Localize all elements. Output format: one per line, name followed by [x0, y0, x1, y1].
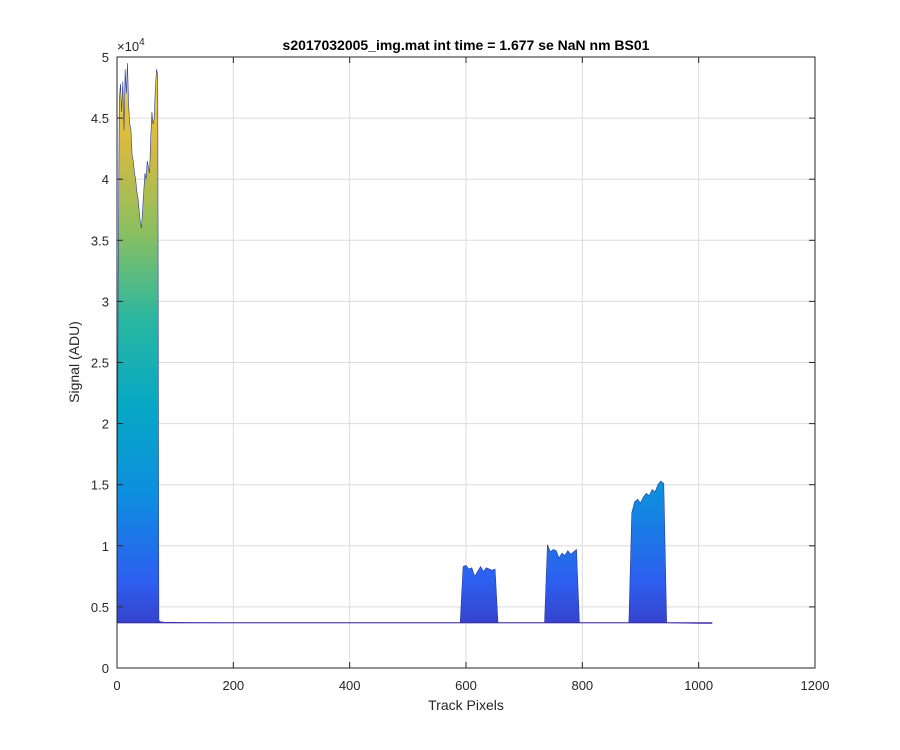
y-tick-label: 4 [102, 172, 109, 187]
chart-title: s2017032005_img.mat int time = 1.677 se … [283, 37, 650, 53]
x-tick-label: 200 [222, 678, 244, 693]
x-tick-label: 400 [339, 678, 361, 693]
x-tick-label: 0 [113, 678, 120, 693]
y-tick-label: 2.5 [91, 356, 109, 371]
signal-area-4 [628, 480, 713, 624]
grid [117, 57, 815, 668]
x-axis-label: Track Pixels [428, 697, 504, 713]
y-tick-label: 3.5 [91, 233, 109, 248]
x-tick-label: 1000 [684, 678, 713, 693]
x-tick-labels: 0 200 400 600 800 1000 1200 [113, 678, 829, 693]
signal-areas [116, 63, 713, 624]
signal-area-1 [116, 63, 461, 624]
y-exponent-power: 4 [139, 37, 145, 48]
y-tick-label: 1 [102, 539, 109, 554]
x-tick-label: 600 [455, 678, 477, 693]
y-tick-label: 4.5 [91, 111, 109, 126]
ticks [116, 56, 816, 669]
y-tick-label: 3 [102, 294, 109, 309]
y-tick-label: 1.5 [91, 478, 109, 493]
x-tick-label: 1200 [801, 678, 830, 693]
x-tick-label: 800 [571, 678, 593, 693]
y-axis-label: Signal (ADU) [66, 321, 82, 403]
y-exponent-base: ×10 [117, 39, 139, 54]
y-tick-label: 5 [102, 50, 109, 65]
y-tick-label: 0 [102, 661, 109, 676]
y-tick-label: 0.5 [91, 600, 109, 615]
y-tick-labels: 0 0.5 1 1.5 2 2.5 3 3.5 4 4.5 5 [91, 50, 109, 676]
y-exponent-label: ×104 [117, 37, 145, 54]
y-tick-label: 2 [102, 417, 109, 432]
